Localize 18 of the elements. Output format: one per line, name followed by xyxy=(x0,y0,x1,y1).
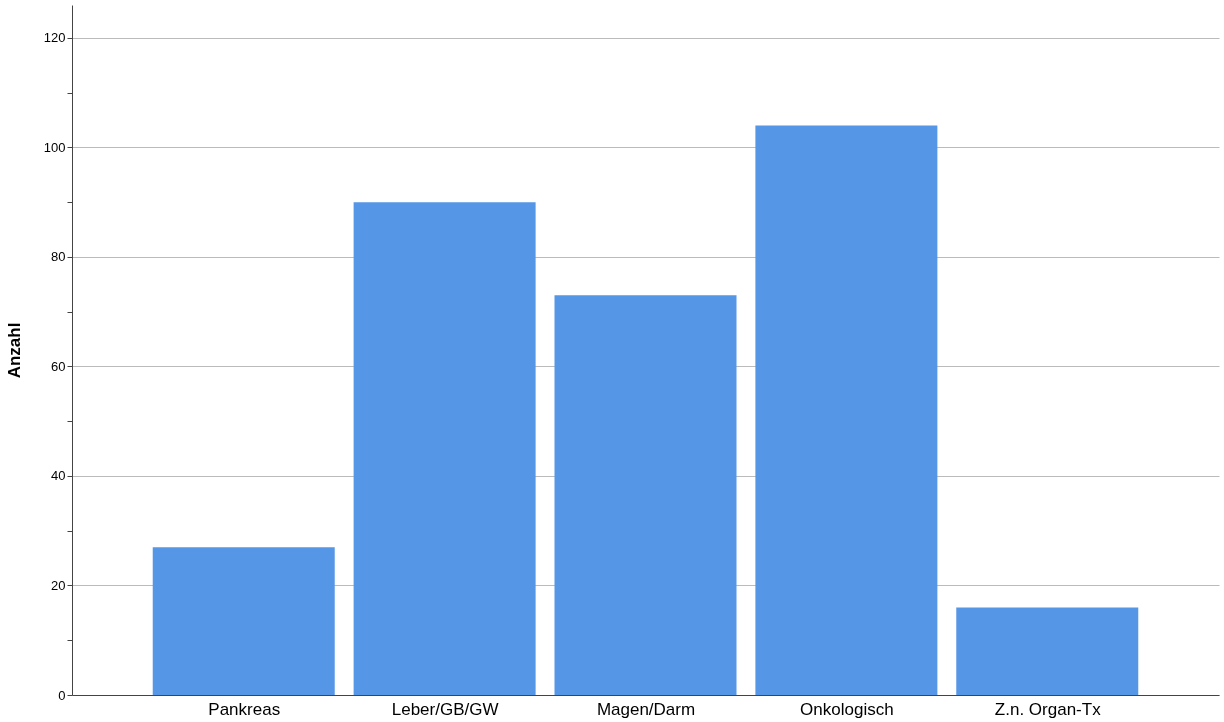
y-tick-label: 60 xyxy=(51,358,66,374)
bar xyxy=(956,607,1139,695)
bar xyxy=(554,295,737,695)
x-tick-label: Magen/Darm xyxy=(596,699,696,719)
y-tick-label: 20 xyxy=(51,577,66,593)
bar xyxy=(755,125,938,695)
x-tick-label: Onkologisch xyxy=(800,699,894,719)
x-tick-label: Pankreas xyxy=(208,699,281,719)
y-tick-label: 100 xyxy=(43,139,66,155)
y-tick-label: 120 xyxy=(43,30,66,46)
bar xyxy=(152,547,335,695)
y-tick-label: 40 xyxy=(51,468,66,484)
bar xyxy=(353,202,536,695)
y-tick-label: 80 xyxy=(51,249,66,265)
x-tick-label: Leber/GB/GW xyxy=(391,699,499,719)
x-tick-label: Z.n. Organ-Tx xyxy=(994,699,1102,719)
y-tick-label: 0 xyxy=(58,687,66,703)
y-axis-title: Anzahl xyxy=(4,322,24,379)
